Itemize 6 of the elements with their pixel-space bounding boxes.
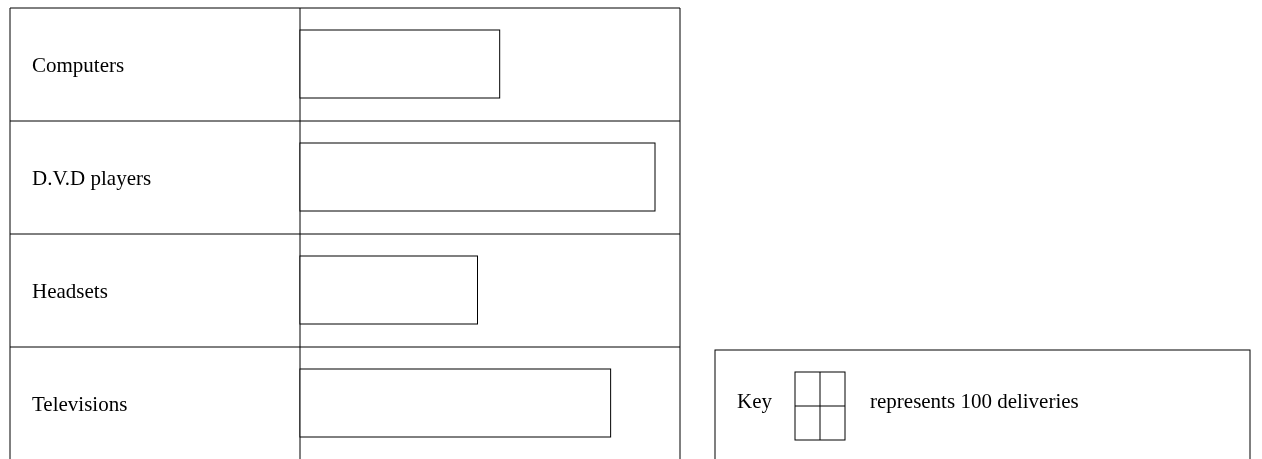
y-tick-label: Computers [32, 52, 125, 77]
text: represents 100 deliveries [870, 389, 1079, 413]
y-tick-label: Headsets [32, 278, 108, 303]
y-tick-label: D.V.D players [32, 165, 152, 190]
y-tick-label: Televisions [32, 391, 128, 416]
text: Key [737, 389, 773, 413]
